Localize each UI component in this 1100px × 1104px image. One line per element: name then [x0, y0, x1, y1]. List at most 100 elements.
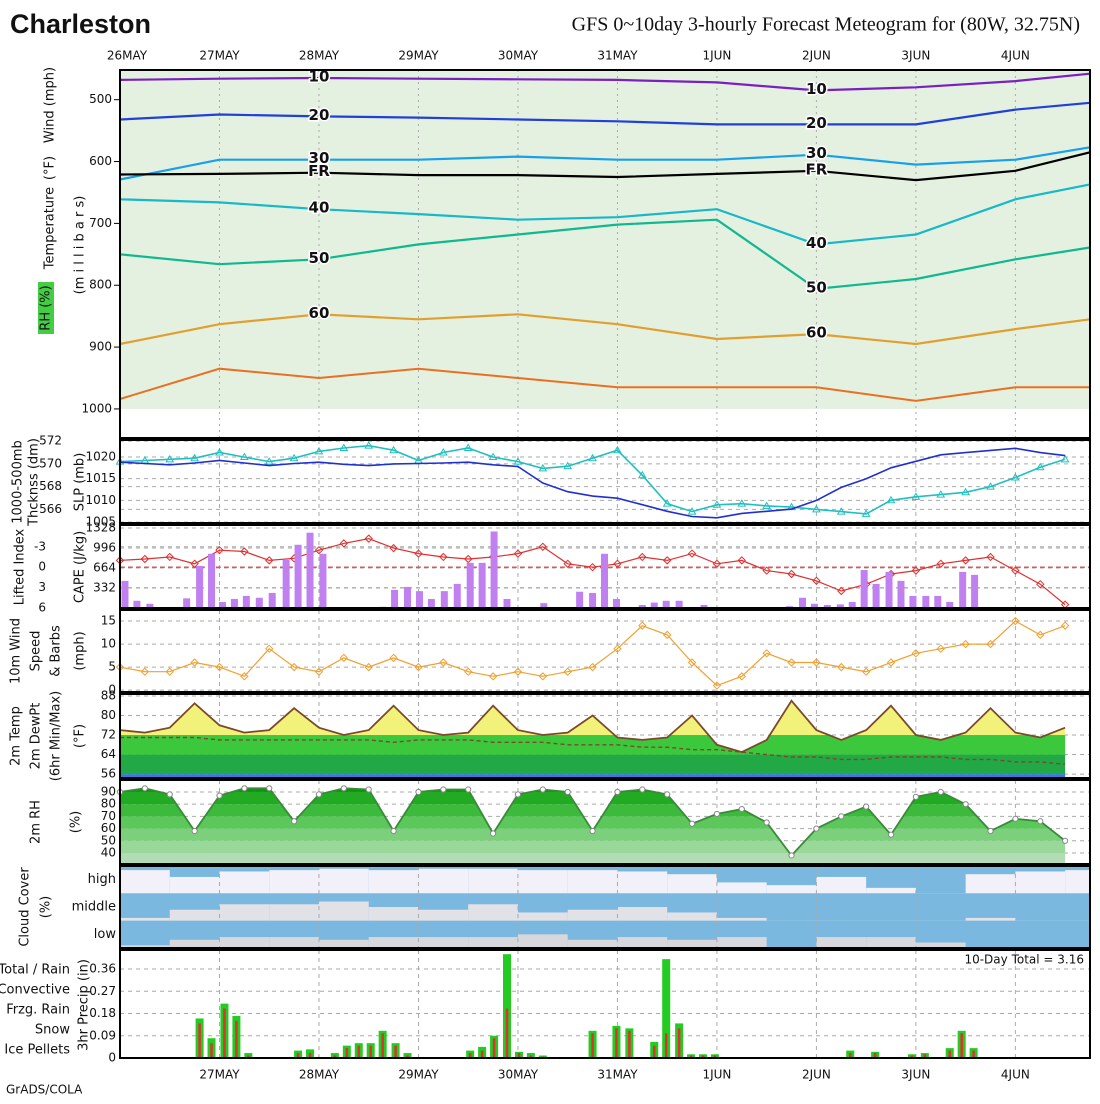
- cloud-bar: [866, 937, 916, 948]
- diamond-marker: [662, 556, 672, 565]
- cape-bar: [798, 597, 806, 608]
- diamond-marker: [613, 644, 622, 653]
- circle-marker: [191, 827, 198, 835]
- isotherm-label: 10: [806, 80, 827, 98]
- cloud-bar: [468, 904, 518, 921]
- series-line: [119, 313, 1091, 346]
- value-band: [120, 840, 1066, 854]
- cape-bar: [662, 600, 670, 608]
- triangle-marker: [165, 454, 175, 463]
- circle-marker: [440, 786, 447, 793]
- precip-bar: [198, 1023, 201, 1058]
- value-band: [120, 788, 1066, 792]
- diamond-marker: [265, 644, 274, 653]
- axis-title: Lifted Index: [13, 528, 28, 605]
- isotherm-label: 20: [806, 114, 827, 132]
- diamond-marker: [389, 653, 398, 663]
- x-tick-label: 31MAY: [597, 49, 638, 63]
- triangle-marker: [588, 453, 597, 462]
- precip-bar: [235, 1020, 238, 1058]
- cloud-level-label: low: [94, 927, 117, 942]
- series-line: [119, 447, 1066, 519]
- circle-marker: [887, 831, 895, 838]
- isotherm-label: 40: [309, 199, 330, 217]
- circle-marker: [291, 818, 298, 825]
- triangle-marker: [264, 457, 274, 465]
- diamond-marker: [314, 667, 324, 676]
- circle-marker: [141, 785, 148, 792]
- triangle-marker: [1011, 473, 1020, 481]
- x-tick-label: 1JUN: [702, 49, 731, 63]
- cape-bar: [196, 565, 204, 608]
- cape-bar: [478, 562, 486, 608]
- triangle-marker: [463, 443, 473, 451]
- cape-bar: [823, 604, 831, 608]
- triangle-marker: [538, 463, 548, 472]
- isotherm-label: 10: [309, 68, 330, 86]
- diamond-marker: [165, 667, 174, 676]
- cape-bar: [440, 591, 448, 608]
- cloud-bar: [120, 945, 170, 948]
- precip-bar: [333, 1055, 337, 1058]
- circle-marker: [315, 791, 323, 798]
- y-tick-label: 1015: [85, 471, 116, 485]
- axis-title: 3hr Precip (in): [77, 959, 92, 1051]
- cloud-bar: [915, 942, 966, 948]
- cloud-bar: [667, 939, 717, 948]
- panel-frame: [119, 609, 1091, 693]
- y-tick-label: 996: [93, 541, 116, 555]
- circle-marker: [788, 852, 795, 859]
- cape-bar: [466, 562, 474, 608]
- axis-title: Speed: [29, 631, 44, 672]
- triangle-marker: [961, 487, 971, 496]
- diamond-marker: [240, 672, 249, 681]
- value-band: [120, 853, 1066, 864]
- triangle-marker: [563, 461, 573, 470]
- diamond-marker: [588, 662, 597, 672]
- circle-marker: [937, 788, 944, 796]
- diamond-marker: [787, 658, 796, 667]
- precip-bar: [652, 1045, 656, 1058]
- circle-marker: [465, 786, 472, 793]
- diamond-marker: [339, 653, 349, 663]
- triangle-marker: [215, 448, 224, 456]
- precip-bar: [247, 1055, 250, 1058]
- y-tick-label: 10: [101, 637, 116, 651]
- series-line: [119, 218, 1091, 291]
- circle-marker: [539, 786, 546, 793]
- triangle-marker: [936, 490, 946, 498]
- cape-bar: [133, 600, 141, 608]
- cape-bar: [208, 553, 216, 608]
- precip-bar: [701, 1055, 705, 1058]
- triangle-marker: [712, 500, 722, 508]
- diamond-marker: [787, 569, 796, 579]
- precip-bar: [689, 1055, 693, 1058]
- cloud-bar: [418, 909, 469, 921]
- cape-bar: [230, 598, 238, 608]
- precip-bar: [873, 1053, 877, 1058]
- cloud-bar: [567, 909, 618, 921]
- cloud-bar: [269, 904, 319, 921]
- cloud-bar: [318, 868, 369, 894]
- diamond-marker: [538, 542, 548, 551]
- y-tick-label: 568: [39, 479, 62, 493]
- cape-bar: [427, 598, 435, 608]
- triangle-marker: [812, 504, 821, 513]
- cape-bar: [810, 603, 818, 608]
- cloud-bar: [517, 870, 568, 894]
- cloud-bar: [219, 937, 270, 948]
- diamond-marker: [439, 552, 448, 562]
- y-tick-label: 6: [38, 601, 46, 615]
- x-tick-label: 30MAY: [498, 1068, 539, 1082]
- series-line: [120, 736, 1066, 765]
- triangle-marker: [190, 453, 199, 462]
- cloud-bar: [1065, 870, 1090, 894]
- isotherm-label: FR: [806, 160, 828, 178]
- diamond-marker: [687, 658, 697, 667]
- diamond-marker: [911, 566, 921, 575]
- cape-bar: [540, 603, 548, 608]
- cloud-bar: [617, 907, 668, 921]
- circle-marker: [589, 827, 596, 835]
- cloud-bar: [816, 876, 867, 894]
- legend-label: Convective: [0, 983, 70, 998]
